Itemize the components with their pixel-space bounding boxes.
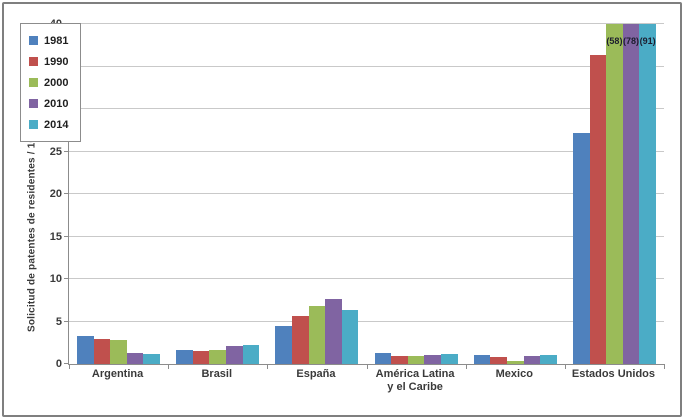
- gridline: [69, 193, 664, 194]
- bar-1990: [93, 339, 111, 364]
- y-axis-tick: [64, 363, 69, 364]
- x-axis-tick: [664, 364, 665, 369]
- bar-2000: [506, 360, 524, 364]
- bar-2000: [407, 355, 425, 364]
- bar-1981: [77, 335, 94, 364]
- gridline: [69, 278, 664, 279]
- bar-1990: [589, 55, 607, 364]
- bar-group: [275, 24, 359, 364]
- y-tick-label: 20: [49, 188, 62, 200]
- legend-item-2010: 2010: [29, 93, 68, 114]
- legend: 1981 1990 2000 2010 2014: [20, 23, 82, 142]
- x-category-label: América Latina y el Caribe: [375, 368, 455, 393]
- x-axis-tick: [564, 364, 566, 369]
- bar-1990: [292, 315, 309, 364]
- category-group-1: [69, 24, 168, 364]
- x-category-label: Estados Unidos: [571, 368, 655, 380]
- category-group-4: [367, 24, 466, 364]
- legend-item-2014: 2014: [29, 114, 68, 135]
- bar-2010: [424, 354, 441, 364]
- legend-swatch-icon: [29, 57, 38, 66]
- bar-1981: [275, 325, 293, 364]
- bar-1981: [572, 132, 590, 364]
- x-category-label: Argentina: [91, 368, 144, 380]
- category-group-3: [267, 24, 366, 364]
- gridline: [69, 65, 664, 67]
- bar-2000: [209, 349, 227, 364]
- bar-1990: [391, 355, 408, 364]
- bar-2000: [110, 340, 127, 364]
- y-axis-tick: [64, 278, 69, 279]
- x-category-label: España: [296, 368, 336, 380]
- legend-label: 1990: [44, 55, 69, 68]
- category-group-6: (58) (78) (91): [565, 24, 664, 364]
- x-axis-tick: [465, 364, 467, 369]
- plot-area: (58) (78) (91): [64, 23, 665, 369]
- x-axis-tick: [366, 364, 368, 369]
- y-tick-label: 10: [49, 273, 62, 285]
- bar-2014: [540, 354, 557, 364]
- gridline: [69, 235, 664, 237]
- clipped-value-label: (91): [639, 36, 656, 46]
- bar-2014: (91): [639, 24, 656, 364]
- x-category-label: Mexico: [495, 368, 533, 380]
- bar-group: [374, 24, 458, 364]
- legend-item-2000: 2000: [29, 72, 68, 93]
- bar-group: [473, 24, 557, 364]
- bar-2010: [325, 298, 342, 364]
- bar-1990: [490, 357, 507, 364]
- bar-2014: [440, 353, 458, 364]
- bar-1990: [192, 351, 210, 364]
- y-tick-label: 0: [55, 358, 62, 370]
- bar-1981: [374, 352, 392, 364]
- x-axis-category-labels: Argentina Brasil España América Latina y el…: [68, 368, 663, 394]
- y-axis-tick: [64, 235, 69, 237]
- x-axis-tick: [69, 364, 70, 369]
- bar-2000: [308, 306, 326, 364]
- bar-1981: [176, 349, 193, 364]
- y-tick-label: 5: [55, 315, 62, 328]
- category-group-2: [168, 24, 267, 364]
- legend-label: 2010: [44, 97, 69, 110]
- bar-2014: [242, 345, 260, 364]
- gridline: [69, 320, 664, 322]
- y-axis-tick: [64, 320, 69, 322]
- bar-2014: [143, 353, 161, 364]
- category-group-5: [466, 24, 565, 364]
- y-axis-tick: [64, 193, 69, 194]
- bar-group: (58) (78) (91): [572, 24, 656, 364]
- bar-group: [77, 24, 161, 364]
- clipped-value-label: (58): [606, 36, 623, 46]
- legend-swatch-icon: [29, 78, 38, 87]
- legend-label: 2000: [44, 76, 69, 89]
- bar-2010: [226, 346, 243, 364]
- y-tick-label: 25: [49, 145, 62, 158]
- gridline: [69, 23, 664, 24]
- gridline: [69, 108, 664, 109]
- legend-label: 1981: [44, 34, 69, 47]
- x-category-label: Brasil: [201, 368, 233, 380]
- bar-2010: [126, 352, 144, 364]
- bar-2010: (78): [622, 24, 640, 364]
- legend-swatch-icon: [29, 120, 38, 129]
- clipped-value-label: (78): [623, 36, 640, 46]
- bar-group: [176, 24, 260, 364]
- legend-swatch-icon: [29, 99, 38, 108]
- y-axis-tick: [64, 150, 69, 152]
- legend-item-1981: 1981: [29, 30, 68, 51]
- legend-swatch-icon: [29, 36, 38, 45]
- gridline: [69, 150, 664, 152]
- bar-2014: [341, 309, 359, 364]
- legend-item-1990: 1990: [29, 51, 68, 72]
- x-axis-tick: [168, 364, 170, 369]
- x-axis-tick: [267, 364, 269, 369]
- y-tick-label: 15: [49, 230, 62, 243]
- bar-1981: [473, 354, 491, 364]
- bar-2010: [523, 356, 541, 364]
- legend-label: 2014: [44, 118, 69, 131]
- bar-2000: (58): [606, 24, 623, 364]
